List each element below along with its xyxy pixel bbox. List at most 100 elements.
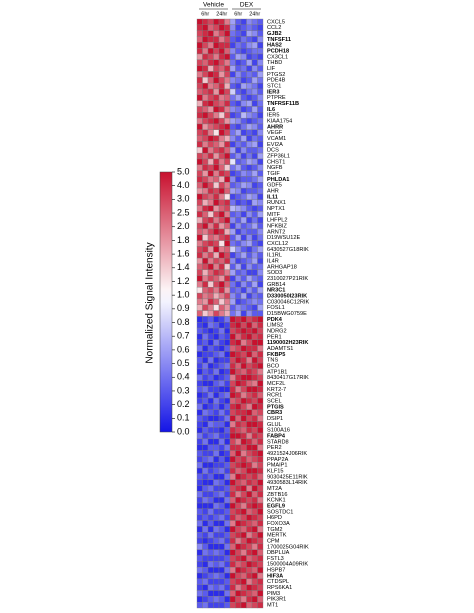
row-label: PMAIP1 bbox=[267, 463, 288, 469]
heatmap-cell bbox=[202, 514, 209, 521]
heatmap-cell bbox=[240, 88, 247, 95]
heatmap-cell bbox=[235, 374, 242, 381]
row-label: KLF15 bbox=[267, 468, 283, 474]
heatmap-cell bbox=[240, 497, 247, 504]
heatmap-cell bbox=[240, 176, 247, 183]
heatmap-cell bbox=[207, 147, 214, 154]
heatmap-cell bbox=[235, 462, 242, 469]
heatmap-cell bbox=[213, 82, 220, 90]
heatmap-cell bbox=[229, 386, 236, 393]
heatmap-cell bbox=[235, 450, 242, 457]
heatmap-cell bbox=[213, 392, 220, 399]
heatmap-cell bbox=[235, 304, 242, 311]
heatmap-cell bbox=[251, 193, 258, 200]
heatmap-cell bbox=[246, 578, 253, 585]
heatmap-cell bbox=[235, 549, 242, 556]
heatmap-cell bbox=[224, 584, 231, 591]
row-label: ADAMTS1 bbox=[267, 346, 293, 352]
heatmap-cell bbox=[224, 450, 231, 457]
heatmap-cell bbox=[196, 526, 203, 533]
heatmap-cell bbox=[257, 100, 264, 107]
heatmap-cell bbox=[207, 141, 214, 148]
heatmap-cell bbox=[246, 514, 253, 521]
heatmap-cell bbox=[257, 578, 264, 585]
heatmap-cell bbox=[240, 82, 247, 90]
heatmap-cell bbox=[213, 362, 220, 370]
heatmap-cell bbox=[229, 322, 236, 329]
heatmap-cell bbox=[196, 53, 203, 60]
heatmap-cell bbox=[235, 193, 242, 200]
heatmap-cell bbox=[235, 77, 242, 84]
heatmap-cell bbox=[196, 94, 203, 101]
heatmap-cell bbox=[224, 94, 231, 101]
row-label: 1700025G04RIK bbox=[267, 544, 309, 550]
heatmap-cell bbox=[224, 322, 231, 329]
heatmap-cell bbox=[240, 567, 247, 574]
heatmap-cell bbox=[257, 129, 264, 136]
heatmap-cell bbox=[235, 135, 242, 142]
heatmap-cell bbox=[246, 444, 253, 451]
heatmap-cell bbox=[213, 112, 220, 119]
heatmap-cell bbox=[218, 362, 225, 370]
heatmap-cell bbox=[218, 596, 225, 603]
row-label: CTDSPL bbox=[267, 579, 289, 585]
heatmap-cell bbox=[246, 82, 253, 90]
heatmap-cell bbox=[224, 380, 231, 387]
heatmap-cell bbox=[251, 351, 258, 358]
heatmap-cell bbox=[218, 123, 225, 130]
heatmap-cell bbox=[235, 415, 242, 422]
heatmap-cell bbox=[224, 112, 231, 119]
heatmap-cell bbox=[224, 491, 231, 498]
heatmap-cell bbox=[240, 543, 247, 550]
heatmap-cell bbox=[202, 193, 209, 200]
heatmap-cell bbox=[251, 421, 258, 428]
heatmap-cell bbox=[218, 380, 225, 387]
heatmap-cell bbox=[224, 514, 231, 521]
heatmap-cell bbox=[240, 71, 247, 78]
heatmap-cell bbox=[251, 485, 258, 492]
heatmap-cell bbox=[235, 537, 242, 545]
heatmap-cell bbox=[207, 590, 214, 597]
heatmap-cell bbox=[229, 601, 236, 609]
heatmap-cell bbox=[224, 257, 231, 265]
heatmap-cell bbox=[218, 88, 225, 95]
heatmap-cell bbox=[224, 543, 231, 550]
heatmap-cell bbox=[229, 269, 236, 276]
heatmap-cell bbox=[240, 432, 247, 440]
heatmap-cell bbox=[196, 217, 203, 224]
heatmap-cell bbox=[202, 415, 209, 422]
heatmap-cell bbox=[229, 281, 236, 288]
heatmap-cell bbox=[213, 47, 220, 55]
heatmap-cell bbox=[207, 246, 214, 253]
heatmap-cell bbox=[246, 199, 253, 206]
heatmap-cell bbox=[240, 339, 247, 346]
heatmap-cell bbox=[196, 345, 203, 352]
heatmap-cell bbox=[213, 164, 220, 171]
heatmap-cell bbox=[251, 141, 258, 148]
heatmap-cell bbox=[240, 187, 247, 195]
heatmap-cell bbox=[246, 205, 253, 212]
heatmap-cell bbox=[251, 427, 258, 434]
heatmap-cell bbox=[251, 257, 258, 265]
heatmap-cell bbox=[246, 141, 253, 148]
heatmap-cell bbox=[224, 432, 231, 440]
heatmap-cell bbox=[246, 292, 253, 300]
heatmap-cell bbox=[202, 117, 209, 125]
heatmap-cell bbox=[196, 30, 203, 37]
heatmap-cell bbox=[213, 292, 220, 300]
heatmap-cell bbox=[251, 170, 258, 177]
heatmap-cell bbox=[213, 462, 220, 469]
heatmap-cell bbox=[229, 590, 236, 597]
row-label: PER2 bbox=[267, 445, 282, 451]
heatmap-cell bbox=[202, 491, 209, 498]
heatmap-cell bbox=[218, 450, 225, 457]
heatmap-cell bbox=[202, 392, 209, 399]
heatmap-cell bbox=[218, 339, 225, 346]
heatmap-cell bbox=[218, 485, 225, 492]
heatmap-cell bbox=[240, 397, 247, 405]
heatmap-cell bbox=[251, 578, 258, 585]
heatmap-cell bbox=[251, 584, 258, 591]
heatmap-cell bbox=[213, 257, 220, 265]
heatmap-cell bbox=[240, 520, 247, 527]
row-label: GDF5 bbox=[267, 183, 282, 189]
